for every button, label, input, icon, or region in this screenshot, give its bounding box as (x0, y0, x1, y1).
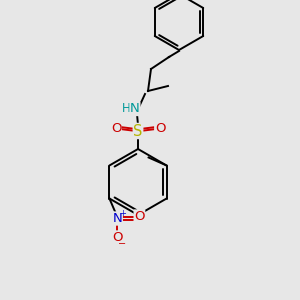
Text: O: O (111, 122, 121, 134)
Text: −: − (118, 239, 127, 250)
Text: O: O (155, 122, 165, 134)
Text: N: N (112, 212, 122, 225)
Text: +: + (119, 209, 126, 218)
Text: O: O (112, 231, 123, 244)
Text: O: O (134, 210, 145, 223)
Text: H: H (122, 101, 130, 115)
Text: S: S (133, 124, 143, 139)
Text: N: N (130, 103, 140, 116)
